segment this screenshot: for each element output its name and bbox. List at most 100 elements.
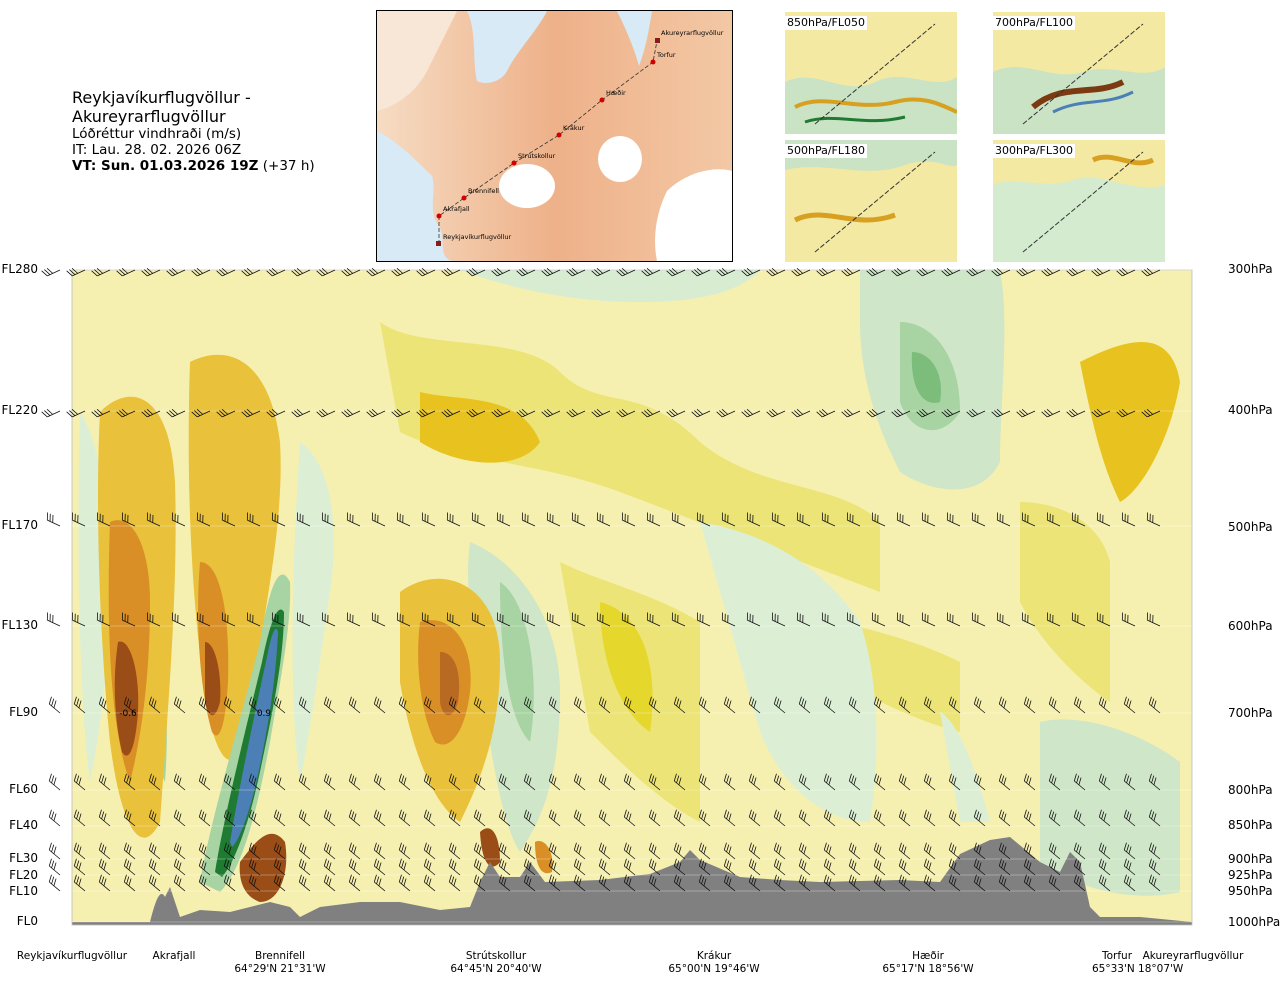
wind-barb [998, 696, 1011, 714]
wind-barb [98, 809, 111, 827]
wind-barb [673, 858, 686, 876]
wind-barb [373, 842, 386, 860]
wind-barb [398, 842, 411, 860]
wind-barb [873, 842, 886, 860]
wind-barb [673, 842, 686, 860]
wind-barb [723, 773, 736, 791]
wind-barb [1116, 268, 1136, 277]
wind-barb [498, 842, 511, 860]
wind-barb [298, 809, 311, 827]
wind-barb [421, 512, 436, 527]
wind-barb [496, 612, 511, 627]
wind-barb [898, 842, 911, 860]
wind-barb [73, 874, 86, 892]
waypoint-reykjavik-marker [436, 241, 441, 246]
wind-barb [498, 809, 511, 827]
wind-barb [591, 268, 611, 277]
wind-barb [266, 409, 286, 418]
wind-barb [696, 612, 711, 627]
mini-map-500: 500hPa/FL180 [785, 140, 957, 262]
wind-barb [73, 809, 86, 827]
wind-barb [273, 773, 286, 791]
wind-barb [998, 809, 1011, 827]
location-name: Akureyrarflugvöllur [1142, 950, 1244, 962]
wind-barb [323, 874, 336, 892]
wind-barb [723, 858, 736, 876]
wind-barb [523, 696, 536, 714]
wind-barb [748, 842, 761, 860]
mini-map-850-svg [785, 12, 957, 134]
wind-barb [998, 858, 1011, 876]
wind-barb [1016, 409, 1036, 418]
wind-barb [296, 612, 311, 627]
mini-map-500-svg [785, 140, 957, 262]
wind-barb [471, 612, 486, 627]
wind-barb [823, 858, 836, 876]
wind-barb [216, 409, 236, 418]
wind-barb [973, 874, 986, 892]
wind-barb [173, 696, 186, 714]
wind-barb [541, 409, 561, 418]
wind-barb [873, 809, 886, 827]
wind-barb [548, 874, 561, 892]
wind-barb [223, 773, 236, 791]
wind-barb [673, 809, 686, 827]
wind-barb [73, 858, 86, 876]
annotation-negative: -0.6 [119, 709, 137, 719]
wind-barb [771, 512, 786, 527]
wind-barb [121, 512, 136, 527]
wind-barb [421, 612, 436, 627]
wind-barb [446, 612, 461, 627]
wind-barb [891, 409, 911, 418]
wind-barb [598, 858, 611, 876]
wind-barb [948, 696, 961, 714]
wind-barb [621, 512, 636, 527]
wind-barb [548, 773, 561, 791]
wind-barb [91, 268, 111, 277]
wind-barb [898, 809, 911, 827]
wind-barb [1098, 809, 1111, 827]
wind-barb [1091, 409, 1111, 418]
wind-barb [473, 696, 486, 714]
wind-barb [1071, 612, 1086, 627]
wind-barb [198, 874, 211, 892]
wind-barb [571, 612, 586, 627]
left-axis-label: FL170 [1, 518, 39, 532]
wind-barb [548, 858, 561, 876]
wind-barb [323, 858, 336, 876]
wind-barb [116, 409, 136, 418]
wind-barb [1123, 773, 1136, 791]
wind-barb [848, 874, 861, 892]
wind-barb [71, 512, 86, 527]
wind-barb [73, 773, 86, 791]
wind-barb [223, 874, 236, 892]
wind-barb [441, 268, 461, 277]
wind-barb [291, 268, 311, 277]
wind-barb [1016, 268, 1036, 277]
wind-barb [691, 409, 711, 418]
wind-barb [448, 773, 461, 791]
wind-barb [1073, 809, 1086, 827]
mini-map-500-label: 500hPa/FL180 [785, 144, 868, 158]
location-label: Reykjavíkurflugvöllur [10, 950, 134, 963]
wind-barb [371, 512, 386, 527]
wind-barb [1123, 874, 1136, 892]
wind-barb [873, 874, 886, 892]
location-name: Strútskollur [465, 950, 527, 962]
wind-barb [166, 409, 186, 418]
wind-barb [123, 858, 136, 876]
wind-barb [466, 409, 486, 418]
wind-barb [123, 809, 136, 827]
map-label-akrafjall: Akrafjall [443, 205, 470, 213]
wind-barb [791, 409, 811, 418]
wind-barb [221, 512, 236, 527]
wind-barb [341, 268, 361, 277]
wind-barb [423, 809, 436, 827]
wind-barb [348, 773, 361, 791]
wind-barb [946, 512, 961, 527]
right-axis-label: 850hPa [1228, 818, 1273, 832]
location-label: Brennifell 64°29'N 21°31'W [230, 950, 330, 976]
wind-barb [848, 773, 861, 791]
wind-barb [273, 842, 286, 860]
wind-barb [246, 612, 261, 627]
